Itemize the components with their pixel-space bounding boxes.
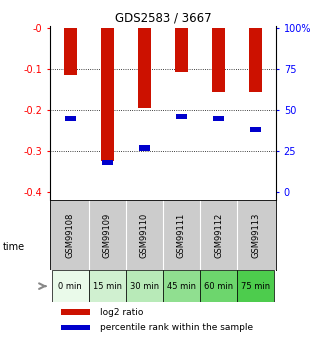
Bar xyxy=(163,270,200,302)
Bar xyxy=(61,325,91,331)
Text: time: time xyxy=(3,242,25,252)
Bar xyxy=(213,116,224,121)
Text: GSM99109: GSM99109 xyxy=(103,213,112,258)
Bar xyxy=(176,114,187,119)
Text: 75 min: 75 min xyxy=(241,282,270,290)
Bar xyxy=(250,127,261,132)
Bar xyxy=(212,28,225,91)
Bar xyxy=(139,145,150,150)
Text: log2 ratio: log2 ratio xyxy=(100,308,143,317)
Bar xyxy=(249,28,262,91)
Text: 45 min: 45 min xyxy=(167,282,196,290)
Bar xyxy=(64,28,77,75)
Bar xyxy=(126,270,163,302)
Text: GSM99113: GSM99113 xyxy=(251,213,260,258)
Text: GSM99108: GSM99108 xyxy=(66,213,75,258)
Title: GDS2583 / 3667: GDS2583 / 3667 xyxy=(115,12,211,25)
Text: 60 min: 60 min xyxy=(204,282,233,290)
Text: GSM99111: GSM99111 xyxy=(177,213,186,258)
Bar xyxy=(237,270,274,302)
Bar xyxy=(175,28,188,72)
Bar xyxy=(102,160,113,165)
Text: 30 min: 30 min xyxy=(130,282,159,290)
Bar xyxy=(89,270,126,302)
Bar xyxy=(52,270,89,302)
Bar xyxy=(138,28,151,108)
Bar xyxy=(200,270,237,302)
Text: GSM99112: GSM99112 xyxy=(214,213,223,258)
Text: percentile rank within the sample: percentile rank within the sample xyxy=(100,323,253,332)
Bar xyxy=(65,116,76,121)
Bar xyxy=(101,28,114,161)
Text: 0 min: 0 min xyxy=(58,282,82,290)
Text: 15 min: 15 min xyxy=(93,282,122,290)
Bar xyxy=(61,309,91,315)
Text: GSM99110: GSM99110 xyxy=(140,213,149,258)
